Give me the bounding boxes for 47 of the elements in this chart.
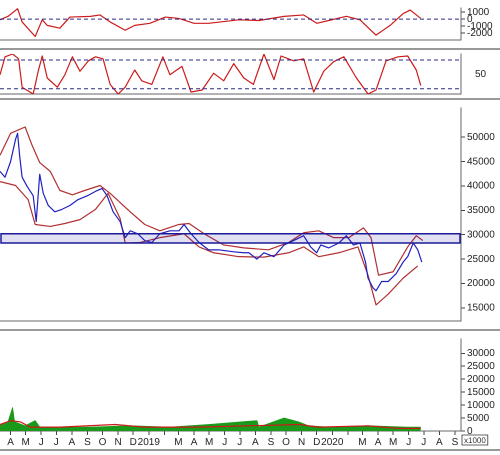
x-tick-label: M	[388, 436, 398, 448]
y-tick-label: 5000	[467, 412, 490, 424]
x-tick-label: A	[374, 436, 382, 448]
x-tick-label: N	[114, 436, 122, 448]
x-tick-label: J	[222, 436, 228, 448]
x-tick-label: S	[84, 436, 92, 448]
x-tick-label: D	[130, 436, 137, 448]
y-tick-label: -2000	[467, 28, 494, 39]
y-tick-label: 30000	[467, 348, 496, 360]
x-tick-label: A	[190, 436, 198, 448]
y-tick-label: 0	[467, 14, 473, 25]
x-tick-label: M	[358, 436, 367, 448]
x-tick-label: J	[406, 436, 412, 448]
y-tick-label: 50000	[467, 132, 496, 143]
y-tick-label: 15000	[467, 302, 496, 314]
x-tick-label: N	[298, 436, 306, 448]
y-tick-label: 20000	[467, 374, 496, 385]
x-tick-label: A	[436, 436, 444, 448]
x-tick-label: S	[268, 436, 275, 448]
y-tick-label: 30000	[467, 229, 496, 240]
x-tick-label: 2020	[321, 436, 344, 448]
y-tick-label: 20000	[467, 278, 496, 290]
y-tick-label: 10000	[467, 400, 496, 411]
x-tick-label: A	[7, 436, 14, 448]
x-tick-label: J	[237, 436, 242, 448]
x-tick-label: M	[21, 436, 30, 448]
x-tick-label: J	[54, 436, 59, 448]
x-tick-label: J	[421, 436, 426, 448]
x-tick-label: M	[174, 436, 183, 448]
y-tick-label: 15000	[467, 386, 496, 398]
x-tick-label: A	[68, 436, 76, 448]
y-tick-label: 45000	[467, 156, 496, 168]
y-tick-label: 25000	[467, 254, 496, 265]
x-tick-label: O	[282, 436, 290, 448]
y-tick-label: 35000	[467, 205, 496, 216]
x-tick-label: D	[313, 436, 320, 448]
x-tick-label: S	[452, 436, 459, 448]
x-tick-label: A	[252, 436, 260, 448]
x-tick-label: 2019	[138, 436, 160, 448]
y-tick-label: 40000	[467, 180, 496, 192]
y-tick-label: 0	[467, 426, 473, 437]
text: 50	[475, 68, 487, 80]
text: x1000	[464, 436, 486, 445]
y-tick-label: 25000	[467, 360, 496, 372]
x-tick-label: J	[38, 436, 44, 448]
x-tick-label: O	[98, 436, 107, 448]
x-tick-label: M	[204, 436, 214, 448]
